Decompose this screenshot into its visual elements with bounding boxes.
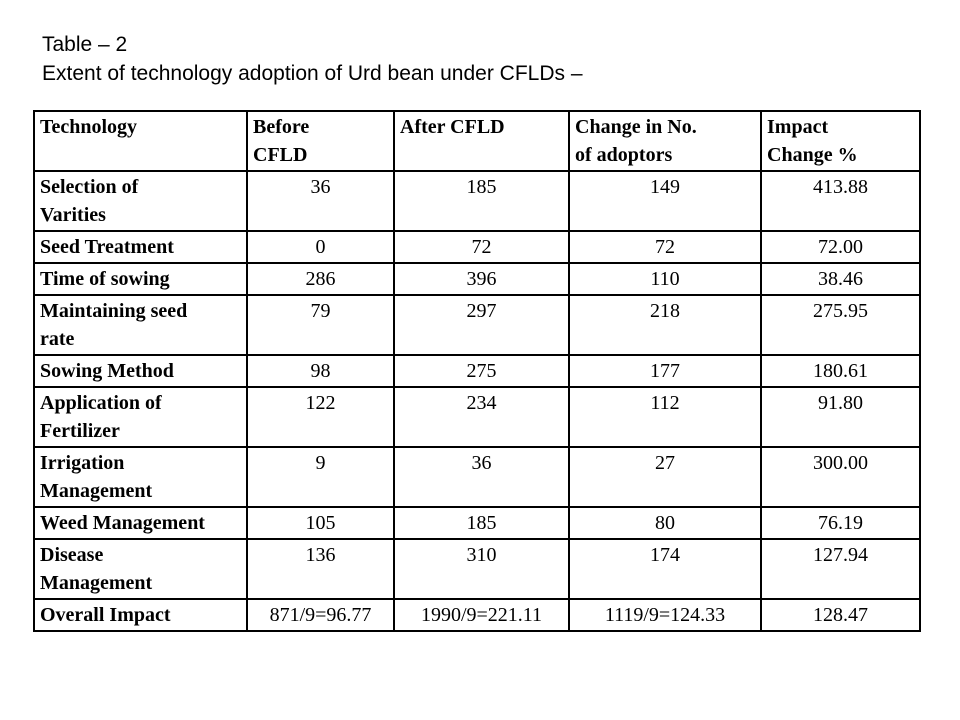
change-cell: 177 xyxy=(568,354,762,388)
before-cell: 122 xyxy=(246,386,395,448)
after-cell: 1990/9=221.11 xyxy=(393,598,570,632)
table-row: Irrigation Management 9 36 27 300.00 xyxy=(33,446,921,508)
technology-cell: Time of sowing xyxy=(33,262,248,296)
technology-cell: Selection of Varities xyxy=(33,170,248,232)
technology-adoption-table: Technology Before CFLD After CFLD Change… xyxy=(33,110,921,632)
change-cell: 112 xyxy=(568,386,762,448)
table-caption-line2: Extent of technology adoption of Urd bea… xyxy=(42,62,583,85)
table-row: Seed Treatment 0 72 72 72.00 xyxy=(33,230,921,264)
title-block: Table – 2 Extent of technology adoption … xyxy=(42,30,583,88)
technology-cell: Seed Treatment xyxy=(33,230,248,264)
table-row: Selection of Varities 36 185 149 413.88 xyxy=(33,170,921,232)
change-cell: 110 xyxy=(568,262,762,296)
before-cell: 79 xyxy=(246,294,395,356)
header-impact-change: Impact Change % xyxy=(760,110,921,172)
after-cell: 72 xyxy=(393,230,570,264)
change-cell: 80 xyxy=(568,506,762,540)
table-row: Disease Management 136 310 174 127.94 xyxy=(33,538,921,600)
header-row: Technology Before CFLD After CFLD Change… xyxy=(33,110,921,172)
header-after-cfld: After CFLD xyxy=(393,110,570,172)
change-cell: 72 xyxy=(568,230,762,264)
impact-cell: 180.61 xyxy=(760,354,921,388)
table-row: Time of sowing 286 396 110 38.46 xyxy=(33,262,921,296)
after-cell: 234 xyxy=(393,386,570,448)
impact-cell: 91.80 xyxy=(760,386,921,448)
impact-cell: 38.46 xyxy=(760,262,921,296)
after-cell: 297 xyxy=(393,294,570,356)
header-change-adoptors: Change in No. of adoptors xyxy=(568,110,762,172)
impact-cell: 72.00 xyxy=(760,230,921,264)
impact-cell: 300.00 xyxy=(760,446,921,508)
before-cell: 98 xyxy=(246,354,395,388)
impact-cell: 275.95 xyxy=(760,294,921,356)
technology-cell: Maintaining seed rate xyxy=(33,294,248,356)
impact-cell: 413.88 xyxy=(760,170,921,232)
technology-cell: Sowing Method xyxy=(33,354,248,388)
after-cell: 275 xyxy=(393,354,570,388)
before-cell: 105 xyxy=(246,506,395,540)
before-cell: 286 xyxy=(246,262,395,296)
header-technology: Technology xyxy=(33,110,248,172)
table-row: Application of Fertilizer 122 234 112 91… xyxy=(33,386,921,448)
before-cell: 0 xyxy=(246,230,395,264)
table-row: Maintaining seed rate 79 297 218 275.95 xyxy=(33,294,921,356)
after-cell: 396 xyxy=(393,262,570,296)
table-row: Weed Management 105 185 80 76.19 xyxy=(33,506,921,540)
table-row: Overall Impact 871/9=96.77 1990/9=221.11… xyxy=(33,598,921,632)
after-cell: 36 xyxy=(393,446,570,508)
before-cell: 36 xyxy=(246,170,395,232)
technology-cell: Disease Management xyxy=(33,538,248,600)
table-caption-line1: Table – 2 xyxy=(42,33,128,56)
technology-cell: Irrigation Management xyxy=(33,446,248,508)
change-cell: 218 xyxy=(568,294,762,356)
technology-cell: Application of Fertilizer xyxy=(33,386,248,448)
change-cell: 1119/9=124.33 xyxy=(568,598,762,632)
after-cell: 185 xyxy=(393,506,570,540)
before-cell: 9 xyxy=(246,446,395,508)
change-cell: 27 xyxy=(568,446,762,508)
table-row: Sowing Method 98 275 177 180.61 xyxy=(33,354,921,388)
technology-cell: Weed Management xyxy=(33,506,248,540)
change-cell: 174 xyxy=(568,538,762,600)
impact-cell: 128.47 xyxy=(760,598,921,632)
before-cell: 136 xyxy=(246,538,395,600)
impact-cell: 127.94 xyxy=(760,538,921,600)
after-cell: 185 xyxy=(393,170,570,232)
header-before-cfld: Before CFLD xyxy=(246,110,395,172)
before-cell: 871/9=96.77 xyxy=(246,598,395,632)
change-cell: 149 xyxy=(568,170,762,232)
technology-cell: Overall Impact xyxy=(33,598,248,632)
after-cell: 310 xyxy=(393,538,570,600)
impact-cell: 76.19 xyxy=(760,506,921,540)
